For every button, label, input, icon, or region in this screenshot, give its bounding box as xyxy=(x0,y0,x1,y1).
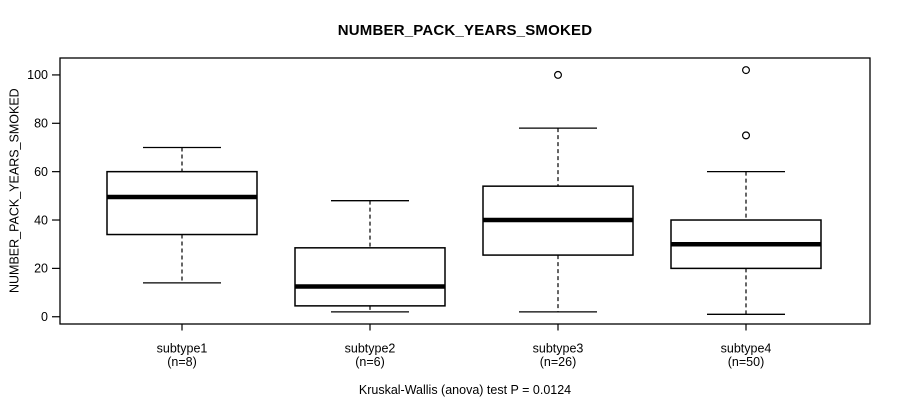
x-category-sublabel: (n=8) xyxy=(167,355,197,369)
chart-title: NUMBER_PACK_YEARS_SMOKED xyxy=(337,22,593,39)
x-category-label: subtype1 xyxy=(157,342,208,356)
y-tick-label: 40 xyxy=(34,213,48,227)
y-tick-label: 100 xyxy=(27,68,48,82)
x-category-label: subtype3 xyxy=(533,342,584,356)
y-tick-label: 0 xyxy=(41,310,48,324)
outlier-point xyxy=(553,70,562,79)
plot-frame xyxy=(59,57,871,325)
y-tick-label: 20 xyxy=(34,262,48,276)
y-tick-label: 60 xyxy=(34,165,48,179)
x-category-sublabel: (n=6) xyxy=(355,355,385,369)
outlier-point xyxy=(741,66,750,75)
x-category-label: subtype2 xyxy=(345,342,396,356)
y-tick-label: 80 xyxy=(34,117,48,131)
stat-test-note: Kruskal-Wallis (anova) test P = 0.0124 xyxy=(358,383,572,397)
x-category-sublabel: (n=50) xyxy=(728,355,764,369)
iqr-box xyxy=(294,247,446,307)
outlier-point xyxy=(741,131,750,140)
x-category-label: subtype4 xyxy=(721,342,772,356)
x-category-sublabel: (n=26) xyxy=(540,355,576,369)
iqr-box xyxy=(106,170,258,236)
